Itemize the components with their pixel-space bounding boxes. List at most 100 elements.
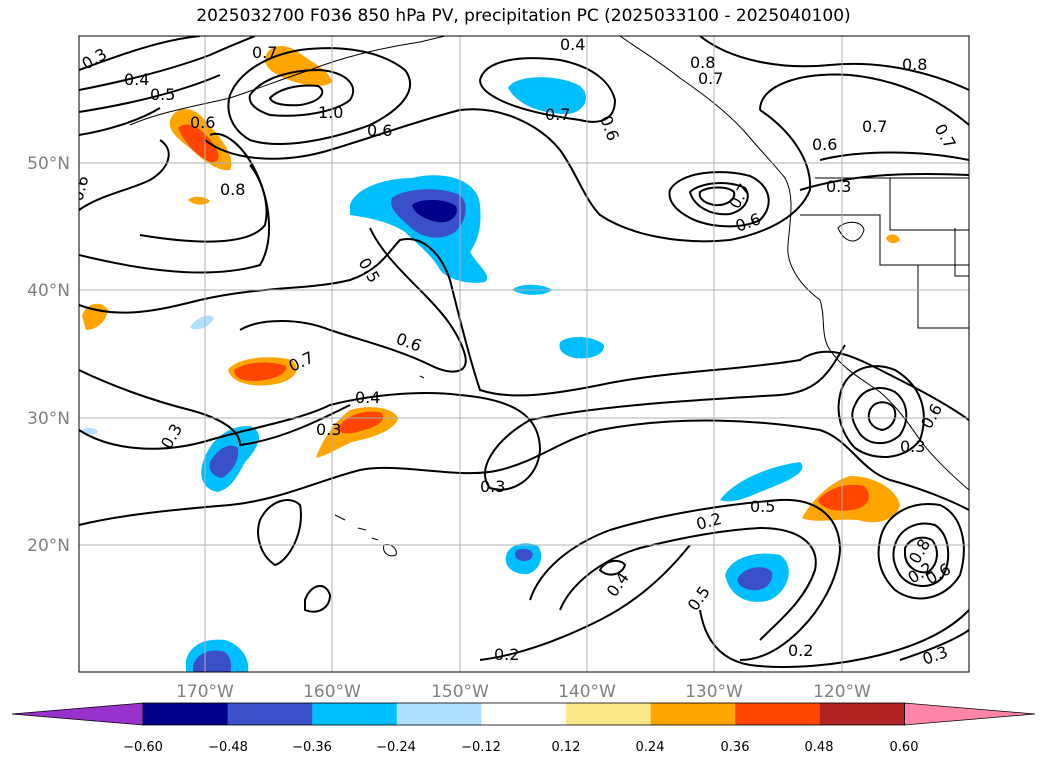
contour-label: 0.7 <box>862 117 887 136</box>
contour-label: 0.4 <box>560 35 585 54</box>
pv-contour <box>698 186 736 207</box>
pv-contour <box>79 369 351 447</box>
colorbar-swatches <box>11 702 1036 726</box>
contour-label: 0.2 <box>494 645 519 664</box>
latitude-label: 40°N <box>27 281 70 301</box>
colorbar-tick-label: −0.48 <box>208 740 248 755</box>
precip-area-neg <box>720 462 803 502</box>
hawaii-islands <box>334 514 397 557</box>
pv-contour <box>851 387 908 445</box>
colorbar-swatch <box>312 703 398 725</box>
contour-label: 0.5 <box>750 497 775 516</box>
precip-area-pos <box>338 411 384 434</box>
pv-contour <box>529 498 842 661</box>
precip-area-neg <box>193 650 232 672</box>
precip-area-neg <box>508 77 587 114</box>
pv-contour <box>79 74 221 113</box>
colorbar-tick-labels: −0.60 −0.48 −0.36 −0.24 −0.12 0.12 0.24 … <box>123 740 918 755</box>
longitude-label: 120°W <box>813 682 871 702</box>
contour-labels: 0.3 0.4 0.5 0.7 0.6 1.0 0.6 0.8 0.6 0.4 … <box>79 35 960 669</box>
contour-label: 0.3 <box>480 477 505 496</box>
pv-contour <box>304 585 332 613</box>
precip-area-neg <box>515 548 533 562</box>
pv-contour <box>904 536 938 574</box>
alaska-aleutians-coast <box>129 36 446 126</box>
precip-area-pos <box>234 362 287 381</box>
colorbar-tick-label: 0.24 <box>636 740 665 755</box>
pv-contour <box>268 84 324 107</box>
colorbar-tick-label: −0.12 <box>461 740 501 755</box>
colorbar-swatch <box>735 703 821 725</box>
longitude-label: 150°W <box>431 682 489 702</box>
precip-area-neg <box>559 336 605 359</box>
colorbar-swatch <box>396 703 482 725</box>
colorbar-swatch <box>819 703 905 725</box>
pv-contour <box>204 108 812 243</box>
map-plot-area: 0.3 0.4 0.5 0.7 0.6 1.0 0.6 0.8 0.6 0.4 … <box>78 35 970 673</box>
colorbar-extend-low <box>11 702 144 726</box>
contour-label: 0.3 <box>900 437 925 456</box>
colorbar-tick-label: 0.48 <box>805 740 834 755</box>
state-border <box>954 228 969 277</box>
pv-contour <box>688 182 749 216</box>
pv-contour <box>668 171 770 228</box>
latitude-label: 50°N <box>27 154 70 174</box>
gridlines <box>79 36 969 672</box>
contour-label: 0.3 <box>826 177 851 196</box>
pv-contour <box>867 401 897 432</box>
colorbar-swatch <box>650 703 736 725</box>
contour-label: 0.7 <box>698 69 723 88</box>
coastlines <box>129 36 969 557</box>
colorbar-tick-label: 0.36 <box>721 740 750 755</box>
state-border <box>917 265 969 329</box>
contour-label: 0.6 <box>190 113 215 132</box>
contour-label: 0.4 <box>355 388 380 407</box>
colorbar-swatch <box>566 703 652 725</box>
pv-contour <box>699 609 969 668</box>
contour-label: 0.2 <box>788 641 813 660</box>
contour-label: 0.6 <box>367 121 392 140</box>
state-border <box>889 178 969 231</box>
colorbar-tick-label: 0.12 <box>552 740 581 755</box>
pv-contour <box>139 164 268 243</box>
colorbar-extend-high <box>904 702 1036 726</box>
latitude-label: 30°N <box>27 409 70 429</box>
precip-area-pos <box>818 484 869 511</box>
latitude-labels: 50°N 40°N 30°N 20°N <box>27 154 70 556</box>
longitude-label: 140°W <box>558 682 616 702</box>
pv-contour <box>239 227 467 373</box>
pv-contour <box>759 73 969 126</box>
pv-contour <box>479 544 691 661</box>
precip-area-pos <box>886 234 900 244</box>
pv-contour <box>478 57 617 123</box>
colorbar-frame <box>142 702 905 726</box>
contour-label: 0.3 <box>316 420 341 439</box>
map-title: 2025032700 F036 850 hPa PV, precipitatio… <box>196 6 851 26</box>
great-salt-lake <box>837 221 865 242</box>
pv-contour <box>837 365 925 459</box>
contour-label: 1.0 <box>318 103 343 122</box>
precip-area-neg <box>82 427 98 435</box>
pv-contour <box>799 172 969 191</box>
pv-contour <box>79 36 256 91</box>
colorbar-tick-label: 0.60 <box>890 740 919 755</box>
contour-label: 0.7 <box>252 43 277 62</box>
contour-label: 0.7 <box>545 105 570 124</box>
contour-label: 0.5 <box>150 85 175 104</box>
colorbar-swatch <box>481 703 567 725</box>
pv-contour <box>79 132 270 274</box>
longitude-label: 170°W <box>176 682 234 702</box>
pv-contour <box>598 559 627 576</box>
pv-contours <box>79 36 969 668</box>
longitude-label: 130°W <box>685 682 743 702</box>
pv-contour <box>892 522 950 587</box>
pv-contour <box>79 107 161 136</box>
precip-shading <box>82 45 900 672</box>
colorbar: −0.60 −0.48 −0.36 −0.24 −0.12 0.12 0.24 … <box>11 702 1036 755</box>
island <box>419 375 425 379</box>
pv-contour <box>248 68 355 117</box>
contour-label: 0.8 <box>690 53 715 72</box>
contour-label: 0.8 <box>902 55 927 74</box>
precip-area-pos <box>178 124 219 163</box>
